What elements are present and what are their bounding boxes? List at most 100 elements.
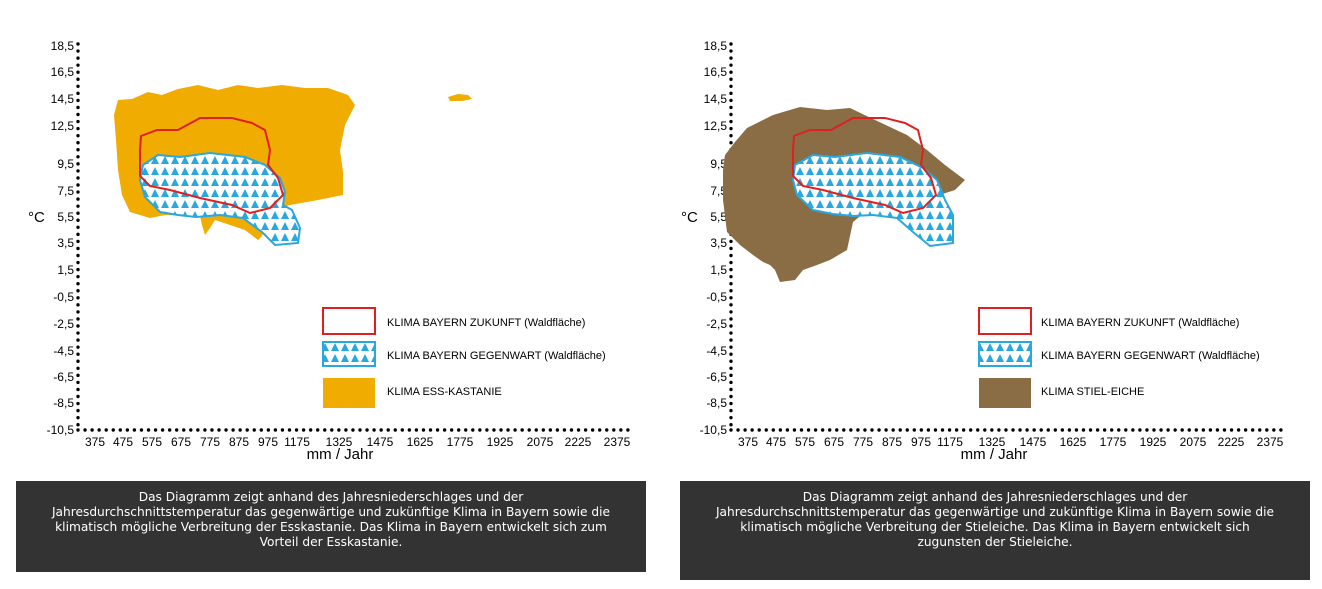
legend-swatch-gegenwart [978,341,1032,367]
legend-label-zukunft: KLIMA BAYERN ZUKUNFT (Waldfläche) [387,317,585,329]
legend-label-gegenwart: KLIMA BAYERN GEGENWART (Waldfläche) [1041,350,1260,362]
y-tick-label: -10,5 [700,423,728,437]
y-tick-label: -2,5 [706,317,727,331]
area-bayern-zukunft [792,117,938,215]
x-tick-label: 1325 [979,435,1006,449]
caption-line: Jahresdurchschnittstemperatur das gegenw… [715,505,1275,519]
x-tick-label: 1775 [447,435,474,449]
x-tick-label: 1625 [1060,435,1087,449]
x-tick-label: 375 [738,435,758,449]
x-tick-label: 1325 [326,435,353,449]
y-tick-label: 14,5 [704,92,728,106]
y-tick-label: 12,5 [51,119,75,133]
y-tick-label: 5,5 [710,210,727,224]
y-axis-label: °C [28,209,45,226]
y-tick-label: -4,5 [53,344,74,358]
x-tick-label: 475 [766,435,786,449]
x-tick-label: 675 [824,435,844,449]
caption-stieleiche: Das Diagramm zeigt anhand des Jahresnied… [680,481,1310,580]
y-tick-label: -8,5 [706,396,727,410]
chart-stieleiche: 18,516,514,512,59,57,55,53,51,5-0,5-2,5-… [681,39,1284,463]
legend-label-zukunft: KLIMA BAYERN ZUKUNFT (Waldfläche) [1041,317,1239,329]
x-tick-label: 2225 [1218,435,1245,449]
x-tick-label: 1625 [407,435,434,449]
chart-panel-stieleiche: 18,5 16,5 14,5 12,5 9,5 7,5 5,5 3,5 1,5 -0,5 -2,5-… [655,0,1316,589]
y-tick-label: -10,5 [47,423,75,437]
x-tick-label: 1475 [367,435,394,449]
area-bayern-gegenwart [138,151,302,247]
legend-label-stiel-eiche: KLIMA STIEL-EICHE [1041,386,1144,398]
x-tick-label: 875 [229,435,249,449]
area-bayern-zukunft [139,117,285,215]
caption-esskastanie: Das Diagramm zeigt anhand des Jahresnied… [16,481,646,572]
x-tick-labels: 375 475 575 675 775 875 975 1175 1325 1475 1625 177… [738,435,1284,449]
x-tick-label: 1175 [937,435,963,449]
x-axis-label: mm / Jahr [307,446,374,463]
y-tick-labels: 18,516,514,512,59,57,55,53,51,5-0,5-2,5-… [700,39,728,437]
x-tick-label: 875 [882,435,902,449]
caption-line: klimatisch mögliche Verbreitung der Essk… [55,520,607,534]
x-tick-label: 1175 [284,435,310,449]
x-tick-label: 1475 [1020,435,1047,449]
legend-swatch-stiel-eiche [979,378,1031,408]
y-tick-label: 9,5 [710,157,727,171]
caption-line: Vorteil der Esskastanie. [259,535,403,549]
y-tick-label: 1,5 [57,263,74,277]
x-tick-label: 2075 [1180,435,1207,449]
chart-panel-esskastanie: 18,5 16,5 14,5 12,5 9,5 7,5 5,5 3,5 1,5 -0,5 -2,5 -… [16,39,646,572]
legend-label-ess-kastanie: KLIMA ESS-KASTANIE [387,386,502,398]
x-tick-label: 675 [171,435,191,449]
legend-label-gegenwart: KLIMA BAYERN GEGENWART (Waldfläche) [387,350,606,362]
x-axis-label: mm / Jahr [961,446,1028,463]
legend-swatch-zukunft [322,307,376,335]
y-tick-label: -2,5 [53,317,74,331]
caption-line: Das Diagramm zeigt anhand des Jahresnied… [138,490,524,504]
y-tick-label: 3,5 [57,236,74,250]
y-tick-label: -4,5 [706,344,727,358]
legend-swatch-zukunft [978,307,1032,335]
x-tick-label: 1775 [1100,435,1127,449]
x-tick-labels: 375 475 575 675 775 875 975 1175 1325 1475 1625 177… [85,435,631,449]
y-tick-label: 9,5 [57,157,74,171]
caption-line: zugunsten der Stieleiche. [917,535,1073,549]
y-tick-label: 12,5 [704,119,728,133]
x-tick-label: 475 [113,435,133,449]
x-tick-label: 775 [200,435,220,449]
legend: KLIMA BAYERN ZUKUNFT (Waldfläche) KLIMA … [322,307,606,408]
y-tick-label: -8,5 [53,396,74,410]
y-tick-label: -6,5 [53,370,74,384]
x-tick-label: 375 [85,435,105,449]
x-tick-label: 575 [795,435,815,449]
y-tick-label: -0,5 [53,290,74,304]
y-tick-label: 16,5 [704,65,728,79]
x-tick-label: 975 [258,435,278,449]
y-tick-label: -6,5 [706,370,727,384]
y-tick-label: 18,5 [704,39,728,53]
area-bayern-gegenwart [791,151,954,248]
y-tick-label: 5,5 [57,210,74,224]
y-tick-label: 1,5 [710,263,727,277]
y-tick-label: 14,5 [51,92,75,106]
chart-esskastanie: 18,5 16,5 14,5 12,5 9,5 7,5 5,5 3,5 1,5 -0,5 -2,5 -… [28,39,631,463]
x-tick-label: 2375 [1257,435,1284,449]
x-tick-label: 2075 [527,435,554,449]
y-tick-label: 7,5 [57,184,74,198]
y-tick-label: -0,5 [706,290,727,304]
y-tick-label: 18,5 [51,39,75,53]
y-tick-label: 16,5 [51,65,75,79]
x-tick-label: 775 [853,435,873,449]
area-ess-kastanie-islet [448,94,472,101]
x-tick-label: 2375 [604,435,631,449]
y-axis-label: °C [681,209,698,226]
legend: KLIMA BAYERN ZUKUNFT (Waldfläche) KLIMA … [978,307,1260,408]
x-tick-label: 1925 [1140,435,1167,449]
x-tick-label: 575 [142,435,162,449]
x-tick-label: 2225 [565,435,592,449]
legend-swatch-ess-kastanie [323,378,375,408]
caption-line: Jahresdurchschnittstemperatur das gegenw… [51,505,611,519]
x-tick-label: 975 [911,435,931,449]
caption-line: klimatisch mögliche Verbreitung der Stie… [740,520,1250,534]
x-tick-label: 1925 [487,435,514,449]
y-tick-labels: 18,5 16,5 14,5 12,5 9,5 7,5 5,5 3,5 1,5 -0,5 -2,5 -… [47,39,75,437]
caption-line: Das Diagramm zeigt anhand des Jahresnied… [802,490,1188,504]
